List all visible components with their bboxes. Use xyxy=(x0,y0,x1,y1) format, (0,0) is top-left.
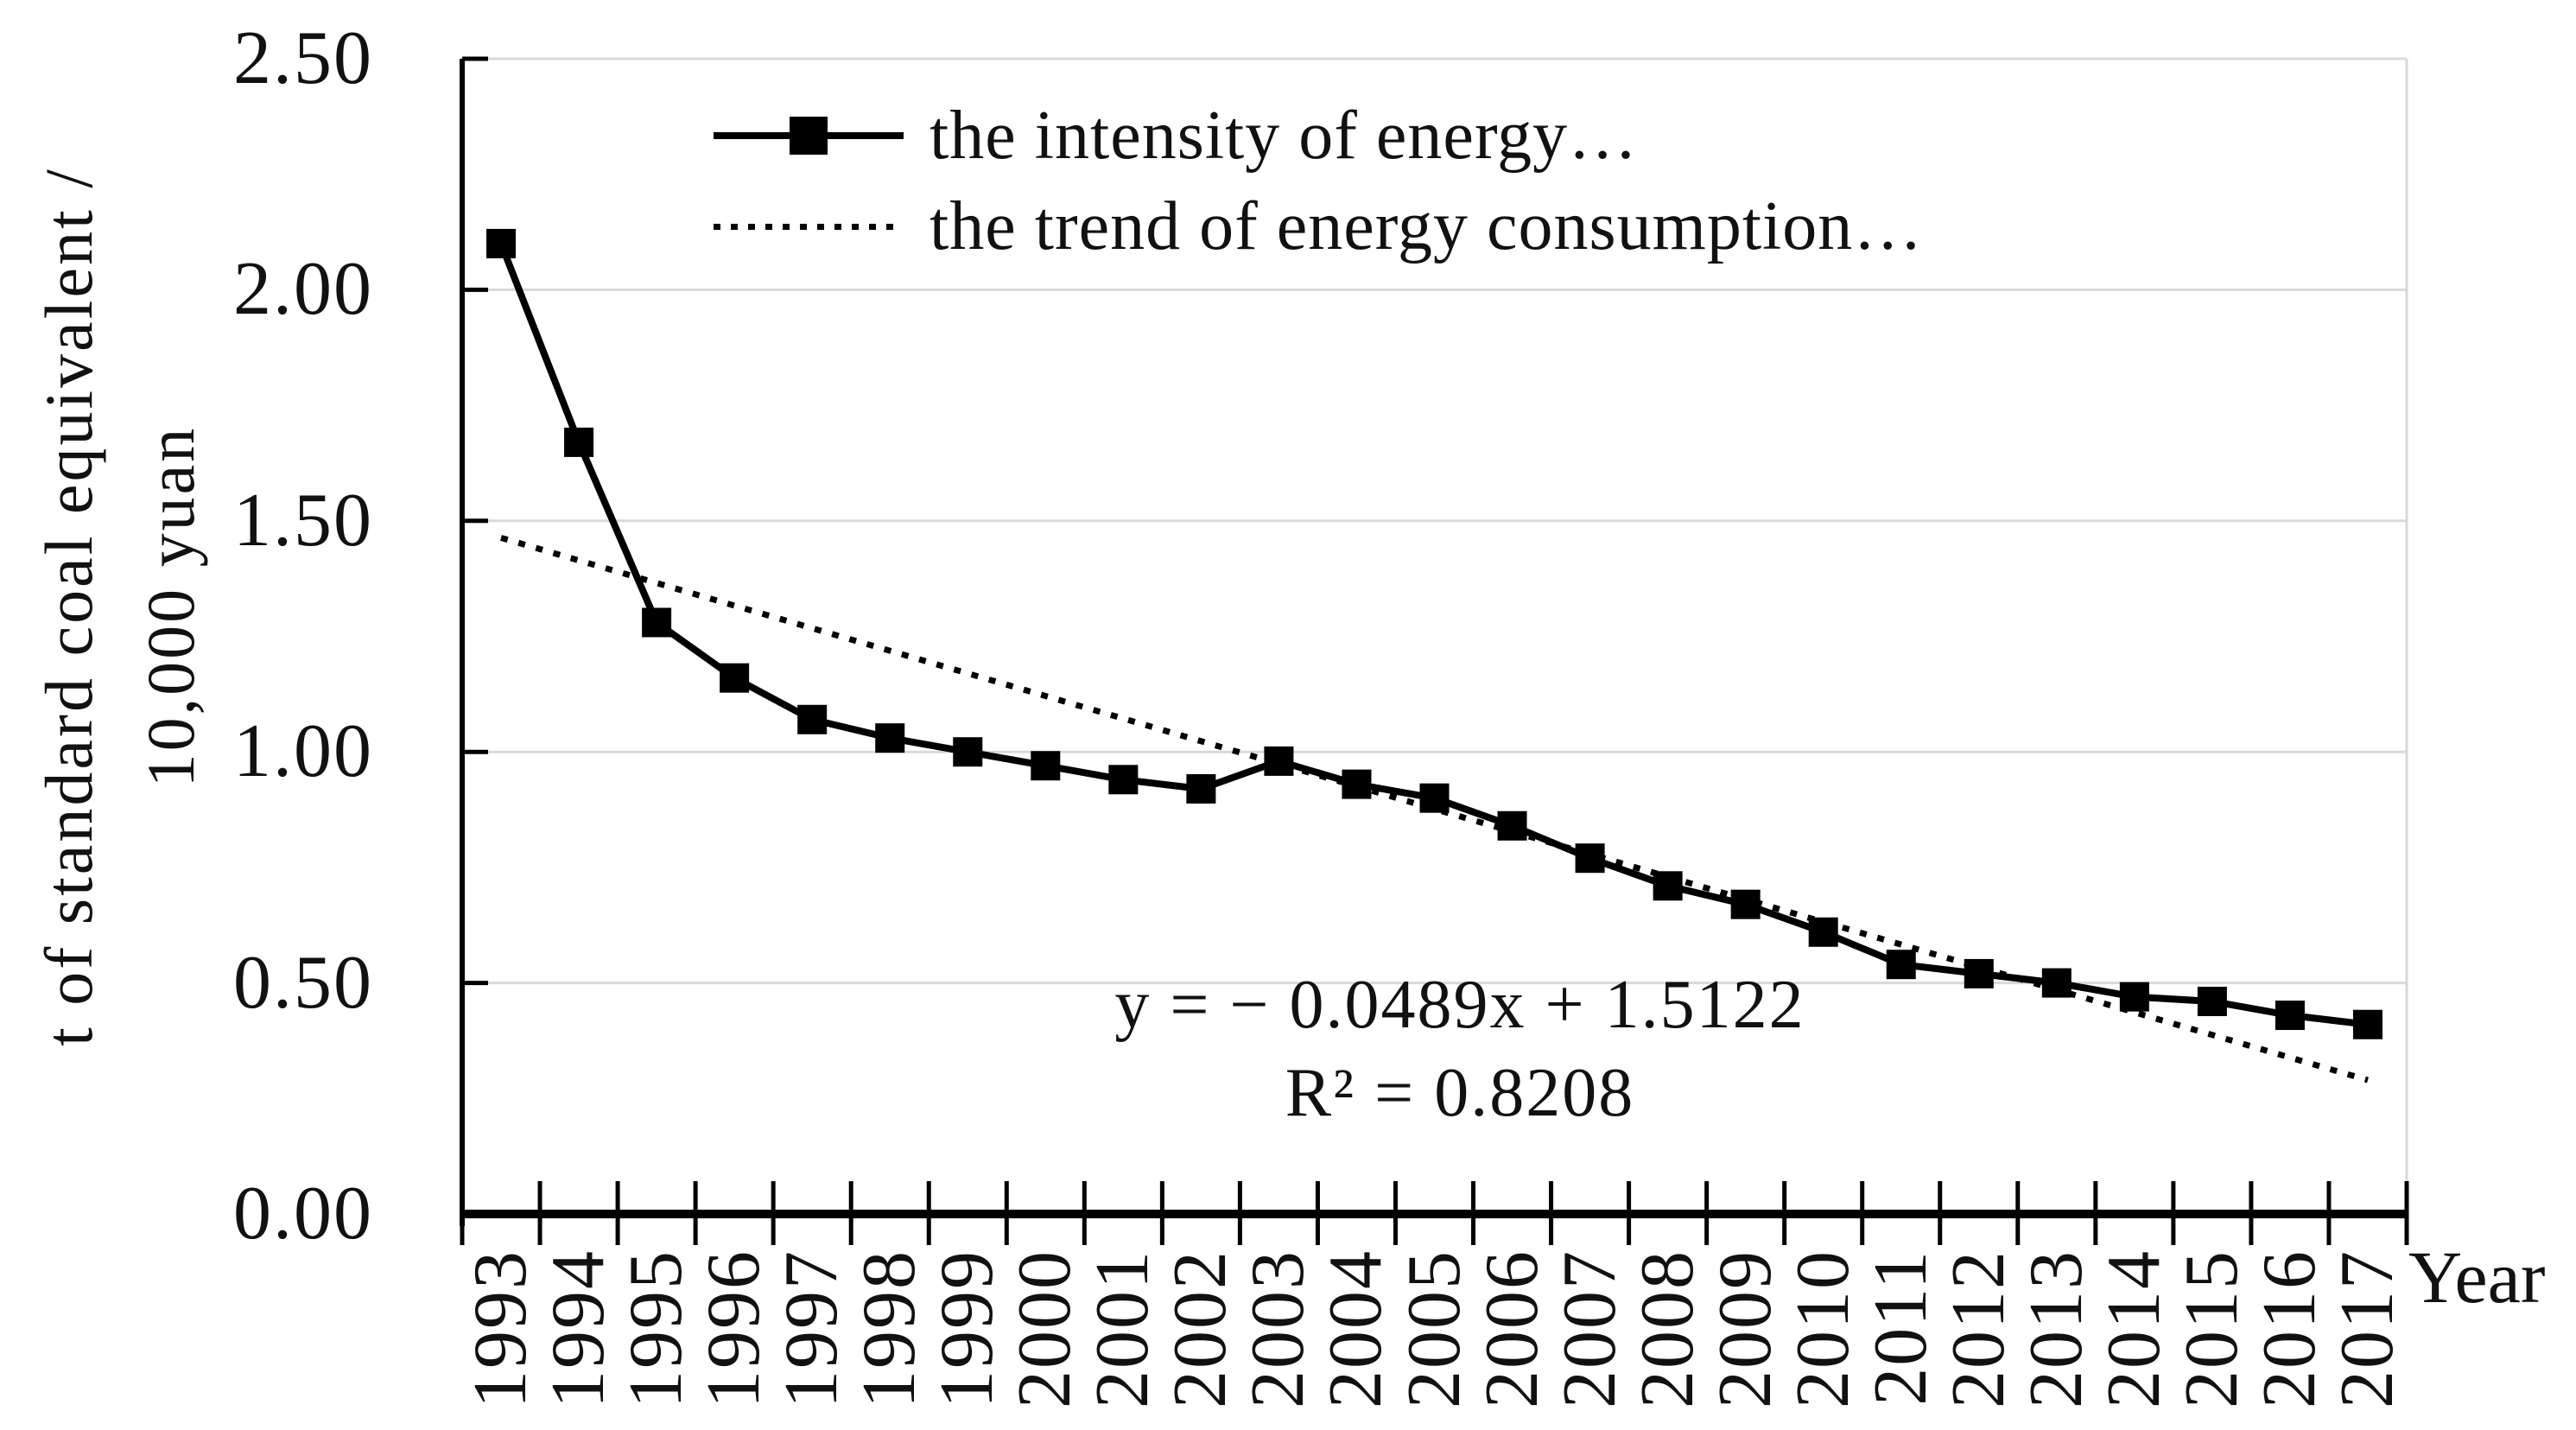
data-point-marker xyxy=(1730,889,1761,919)
data-point-marker xyxy=(875,723,905,753)
x-tick-label-year: 2001 xyxy=(1081,1249,1165,1408)
trendline-equation: y = − 0.0489x + 1.5122 xyxy=(1114,967,1805,1043)
x-tick-label-year: 2017 xyxy=(2325,1249,2409,1408)
legend-square-marker-icon xyxy=(790,117,828,155)
data-point-marker xyxy=(1342,769,1372,799)
x-tick-label-year: 2010 xyxy=(1780,1249,1865,1408)
data-point-marker xyxy=(1031,751,1061,781)
data-point-marker xyxy=(2352,1009,2382,1039)
data-point-marker xyxy=(2119,982,2149,1012)
data-point-marker xyxy=(720,663,750,693)
trendline-r-squared: R² = 0.8208 xyxy=(1285,1055,1635,1131)
x-tick-label-year: 2009 xyxy=(1703,1249,1787,1408)
data-point-marker xyxy=(1419,783,1450,813)
x-tick-label-year: 2011 xyxy=(1858,1249,1943,1406)
y-tick-label: 1.00 xyxy=(233,709,373,794)
intensity-series-line xyxy=(498,242,2369,1028)
data-point-marker xyxy=(797,704,828,734)
x-tick-label-year: 1996 xyxy=(692,1249,777,1408)
x-tick-label-year: 2002 xyxy=(1158,1249,1243,1408)
x-tick-label-year: 2015 xyxy=(2169,1249,2254,1408)
data-point-marker xyxy=(1264,746,1294,776)
y-tick-label: 2.50 xyxy=(233,16,373,100)
x-tick-label-year: 2016 xyxy=(2247,1249,2332,1408)
data-point-marker xyxy=(564,427,594,457)
trendline-annotation: y = − 0.0489x + 1.5122 R² = 0.8208 xyxy=(942,961,1978,1137)
data-point-marker xyxy=(2041,968,2072,998)
x-tick-label-year: 2008 xyxy=(1625,1249,1710,1408)
x-axis-title: Year xyxy=(2408,1236,2546,1319)
data-point-marker xyxy=(1808,917,1838,947)
data-point-marker xyxy=(486,228,517,258)
x-tick-label-year: 1994 xyxy=(536,1249,621,1408)
y-tick-label: 1.50 xyxy=(233,478,373,562)
x-tick-label-year: 2000 xyxy=(1003,1249,1088,1408)
data-point-marker xyxy=(642,607,672,638)
data-point-marker xyxy=(953,737,983,767)
x-tick-label-year: 2014 xyxy=(2091,1249,2176,1408)
legend-item-trend: the trend of energy consumption… xyxy=(930,188,1924,264)
data-point-marker xyxy=(1575,843,1605,874)
data-point-marker xyxy=(2275,1001,2305,1031)
data-point-marker xyxy=(1653,871,1683,901)
data-point-marker xyxy=(1497,810,1527,841)
x-tick-label-year: 2013 xyxy=(2014,1249,2098,1408)
x-tick-label-year: 1993 xyxy=(459,1249,543,1408)
y-tick-label: 2.00 xyxy=(233,247,373,332)
x-tick-label-year: 2005 xyxy=(1392,1249,1476,1408)
x-tick-label-year: 2003 xyxy=(1236,1249,1321,1408)
x-tick-label-year: 1997 xyxy=(770,1249,854,1408)
x-tick-label-year: 2012 xyxy=(1936,1249,2021,1408)
data-point-marker xyxy=(1108,765,1139,795)
legend-item-intensity: the intensity of energy… xyxy=(930,98,1639,174)
x-tick-label-year: 1998 xyxy=(847,1249,932,1408)
legend-dotted-line-swatch xyxy=(714,224,904,230)
data-point-marker xyxy=(1886,950,1916,980)
y-tick-label: 0.00 xyxy=(233,1172,373,1255)
x-tick-label-year: 2007 xyxy=(1547,1249,1632,1408)
data-point-marker xyxy=(1964,958,1994,988)
data-point-marker xyxy=(2197,986,2227,1016)
y-tick-label: 0.50 xyxy=(233,940,373,1025)
x-tick-label-year: 2004 xyxy=(1314,1249,1399,1408)
x-tick-label-year: 2006 xyxy=(1469,1249,1554,1408)
x-tick-label-year: 1995 xyxy=(614,1249,699,1408)
data-point-marker xyxy=(1186,773,1216,804)
x-tick-label-year: 1999 xyxy=(925,1249,1010,1408)
